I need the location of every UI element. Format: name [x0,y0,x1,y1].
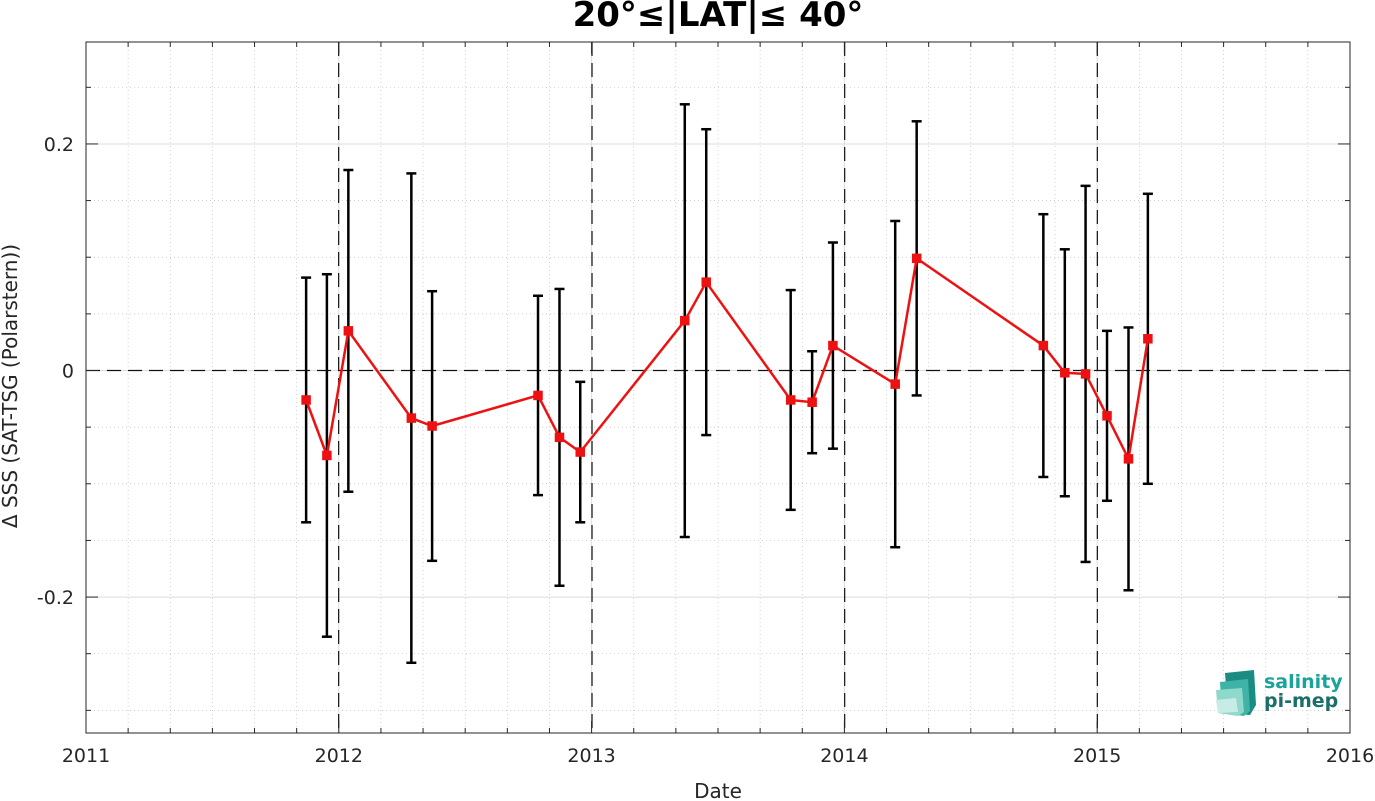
data-point-marker [301,395,311,405]
data-point-marker [680,315,690,326]
data-point-marker [533,390,543,401]
x-tick-label: 2015 [1073,745,1121,767]
data-point-marker [807,397,817,407]
data-point-marker [701,277,711,287]
data-point-marker [554,432,565,443]
x-tick-label: 2014 [820,745,868,767]
data-point-marker [890,379,900,389]
salinity-pi-mep-logo: salinity pi-mep [1216,670,1343,716]
axis-ticks: -0.2 0 0.2 2011 2012 2013 2014 2015 2016 [37,42,1374,767]
y-tick-label: 0 [62,361,74,383]
y-tick-label: 0.2 [44,134,74,156]
data-point-marker [427,421,437,431]
data-point-marker [1102,411,1112,421]
logo-text-salinity: salinity [1264,671,1343,693]
x-axis-label: Date [694,779,742,801]
data-point-marker [911,253,922,264]
data-point-marker [322,450,332,461]
plot-frame [85,41,1351,734]
data-point-marker [828,340,838,351]
x-tick-label: 2011 [62,745,110,767]
x-tick-label: 2016 [1326,745,1374,767]
chart-title: 20°≤|LAT|≤ 40° [573,0,864,35]
y-tick-label: -0.2 [37,587,74,609]
wave-logo-icon [1216,670,1256,716]
data-point-marker [1143,334,1153,344]
data-point-marker [406,413,417,423]
data-point-marker [1038,340,1049,351]
x-tick-label: 2012 [315,745,363,767]
data-point-marker [1080,369,1091,379]
series-markers [301,253,1153,464]
reference-lines [86,42,1350,733]
data-point-marker [1060,368,1070,378]
x-tick-label: 2013 [567,745,615,767]
error-bars [301,103,1153,665]
data-point-marker [1123,454,1134,464]
data-point-marker [343,326,354,336]
grid [85,42,1351,733]
data-point-marker [785,395,796,405]
y-axis-label: Δ SSS (SAT-TSG (Polarstern)) [0,244,22,528]
logo-text-pi-mep: pi-mep [1264,690,1338,712]
data-point-marker [575,447,585,457]
